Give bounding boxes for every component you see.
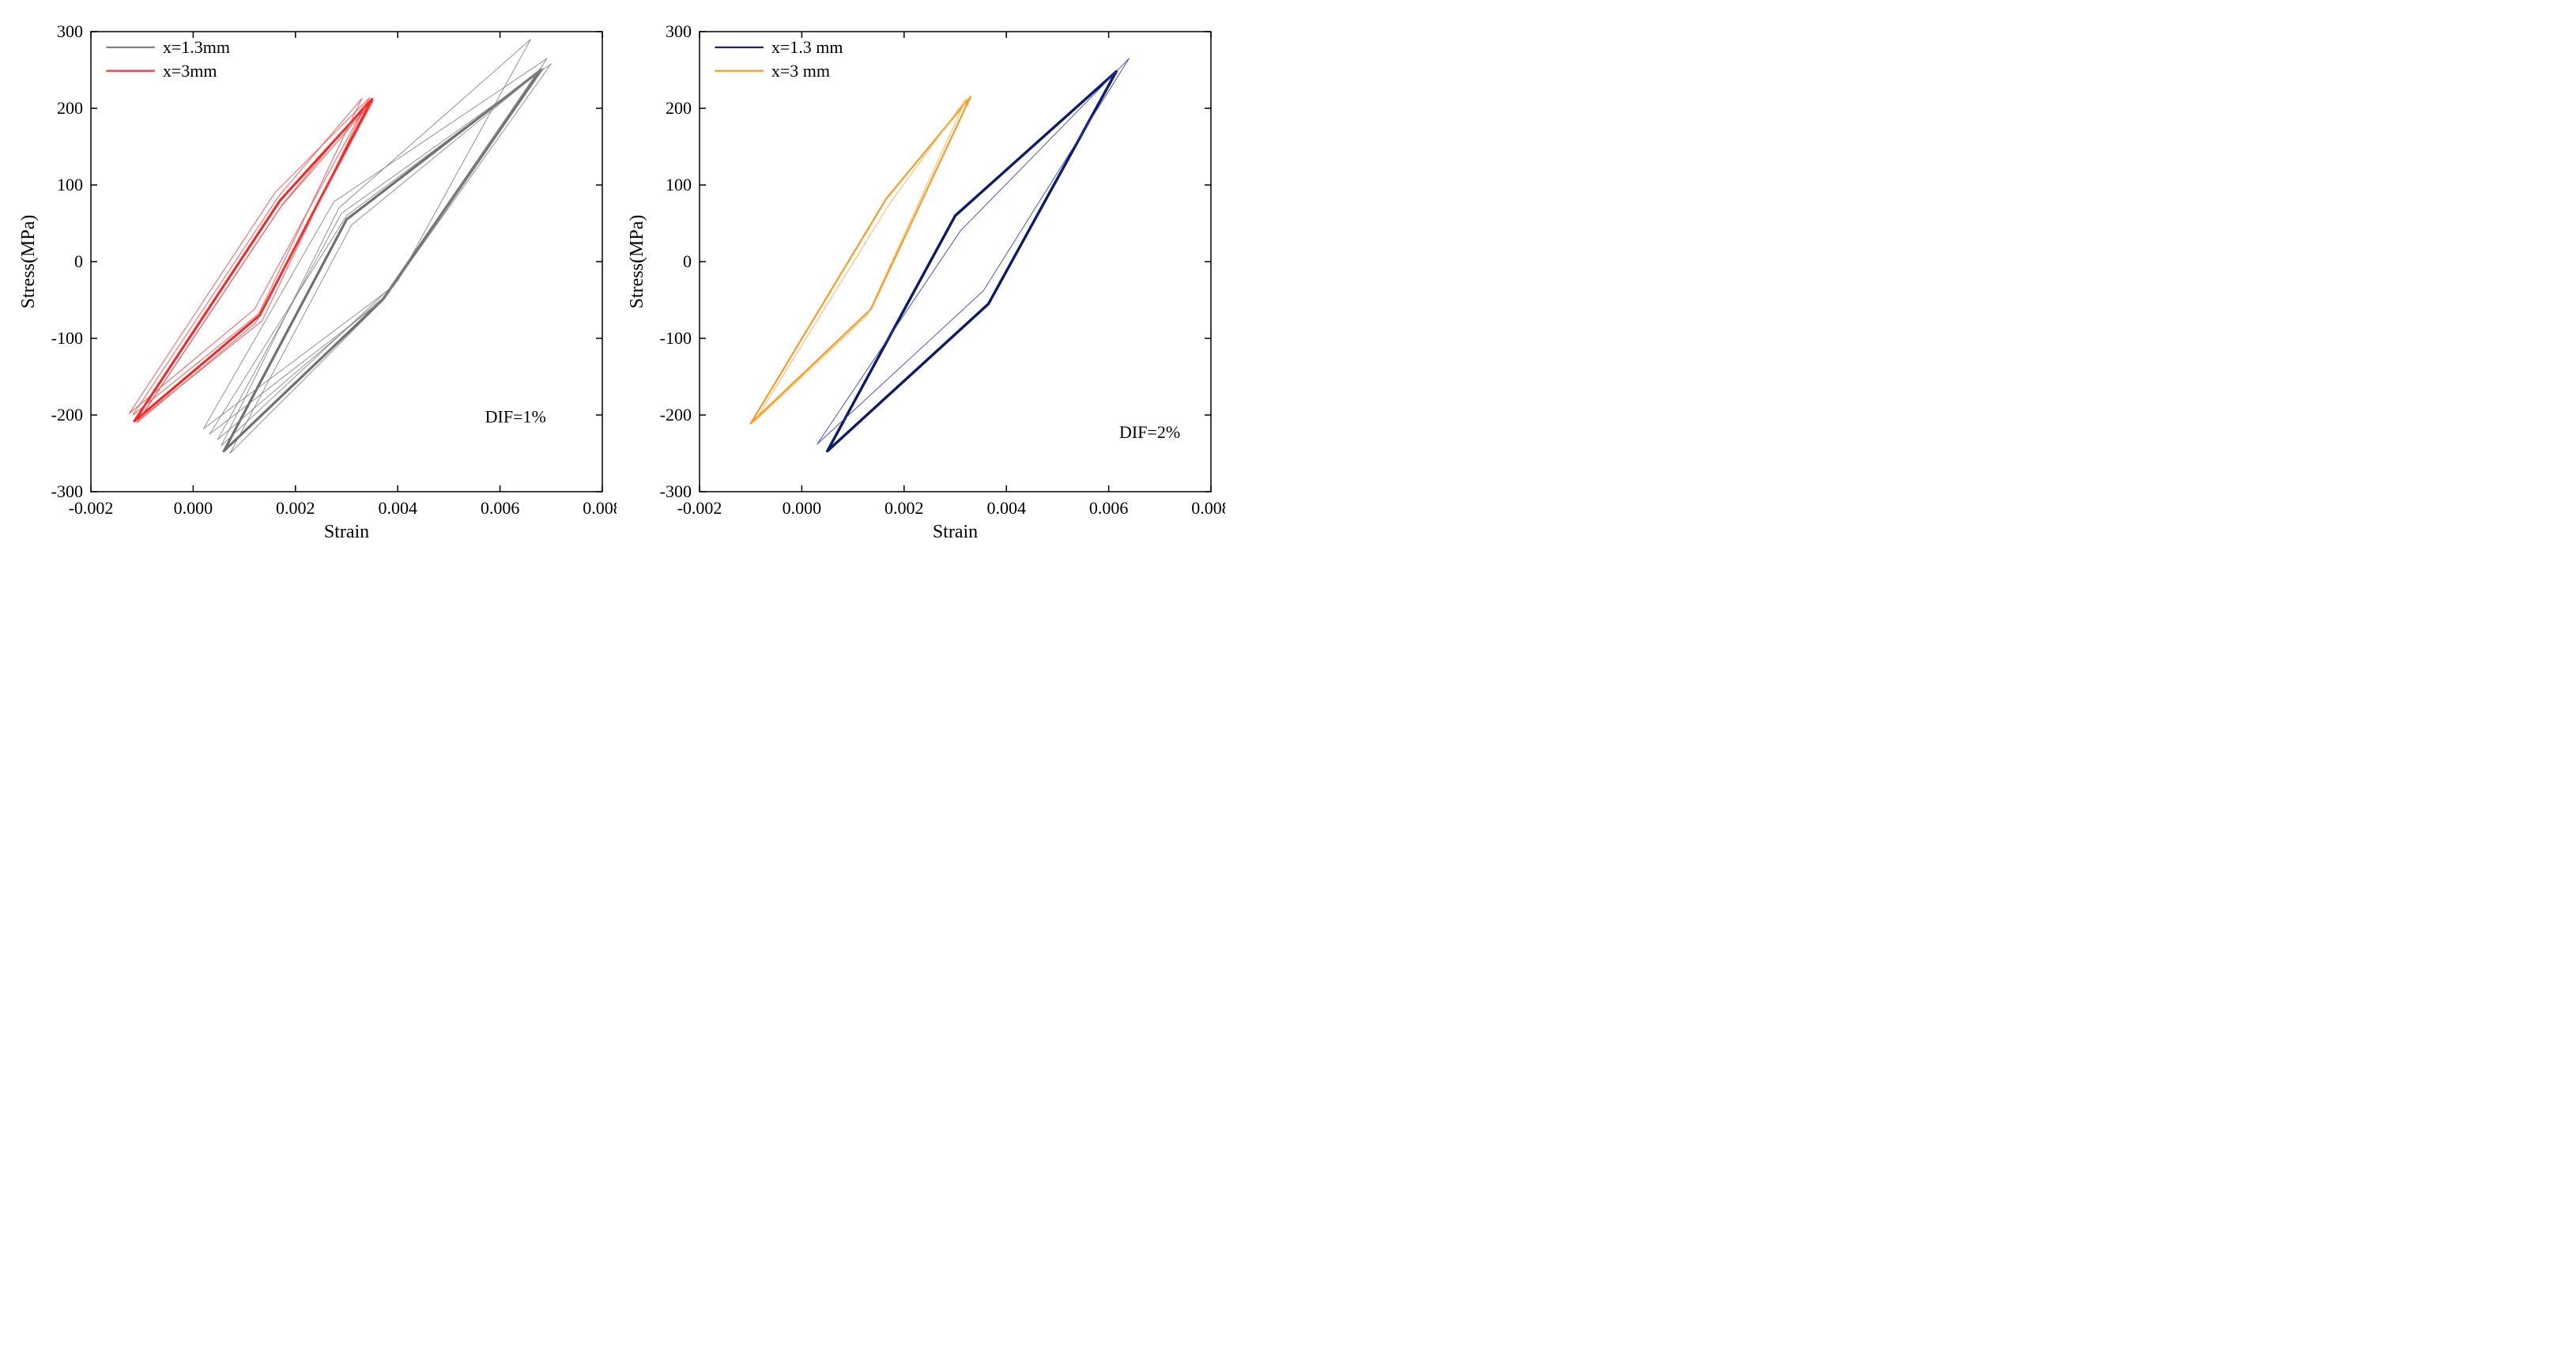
ytick-label: -200 <box>660 405 692 424</box>
ylabel: Stress(MPa) <box>18 215 39 309</box>
ytick-label: -300 <box>51 481 83 501</box>
annotation-text: DIF=2% <box>1119 422 1180 442</box>
chart-panel-right: -0.0020.0000.0020.0040.0060.008-300-200-… <box>624 16 1225 557</box>
legend-label: x=3 mm <box>771 61 830 81</box>
xtick-label: 0.000 <box>174 498 213 518</box>
ytick-label: 200 <box>666 98 692 118</box>
xtick-label: 0.004 <box>378 498 417 518</box>
ytick-label: -100 <box>51 328 83 348</box>
xtick-label: 0.004 <box>986 498 1026 518</box>
ytick-label: 100 <box>666 175 692 194</box>
ylabel: Stress(MPa) <box>627 215 647 309</box>
figure-row: -0.0020.0000.0020.0040.0060.008-300-200-… <box>0 0 2576 573</box>
xtick-label: 0.002 <box>276 498 315 518</box>
legend-label: x=1.3 mm <box>771 37 843 57</box>
ytick-label: 300 <box>57 21 83 41</box>
ytick-label: -300 <box>660 481 692 501</box>
series-line <box>755 98 967 421</box>
ytick-label: 100 <box>57 175 83 194</box>
xtick-label: 0.002 <box>884 498 924 518</box>
chart-svg-left: -0.0020.0000.0020.0040.0060.008-300-200-… <box>16 16 617 553</box>
series-group <box>751 58 1130 451</box>
ytick-label: 0 <box>74 251 83 271</box>
series-line <box>209 69 543 435</box>
ytick-label: -100 <box>660 328 692 348</box>
ytick-label: 0 <box>683 251 692 271</box>
annotation-text: DIF=1% <box>485 407 546 427</box>
series-line <box>230 74 536 453</box>
chart-panel-left: -0.0020.0000.0020.0040.0060.008-300-200-… <box>16 16 617 557</box>
xlabel: Strain <box>324 522 369 542</box>
series-line <box>828 71 1117 451</box>
series-group <box>130 40 552 454</box>
ytick-label: 300 <box>666 21 692 41</box>
xlabel: Strain <box>933 522 978 542</box>
chart-svg-right: -0.0020.0000.0020.0040.0060.008-300-200-… <box>624 16 1225 553</box>
legend-label: x=3mm <box>163 61 217 81</box>
ytick-label: 200 <box>57 98 83 118</box>
xtick-label: 0.006 <box>481 498 520 518</box>
series-line <box>203 58 547 429</box>
xtick-label: 0.008 <box>1191 498 1225 518</box>
legend-label: x=1.3mm <box>163 37 230 57</box>
ytick-label: -200 <box>51 405 83 424</box>
xtick-label: 0.006 <box>1089 498 1129 518</box>
xtick-label: 0.008 <box>583 498 617 518</box>
xtick-label: 0.000 <box>783 498 822 518</box>
